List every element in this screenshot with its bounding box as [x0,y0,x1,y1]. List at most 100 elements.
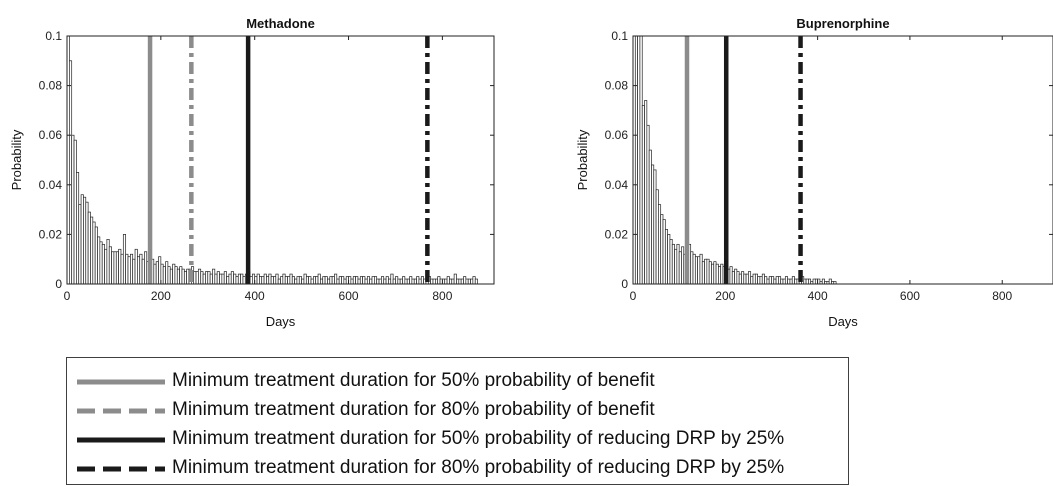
histogram-bar [364,278,368,285]
histogram-bar [369,278,373,285]
histogram-bar [352,276,356,285]
histogram-bar [420,276,424,285]
histogram-bar [176,268,180,285]
plot-area [633,36,1053,284]
histogram-bar [132,258,136,285]
histogram-bar [223,271,227,285]
chart-panel-methadone: 0 0.02 0.04 0.06 0.08 0.1 0 200 400 600 800 Methado… [9,16,495,329]
histogram-bar [399,278,403,285]
histogram-bar [334,273,338,285]
histogram-bar [350,278,354,285]
histogram-bar [357,278,361,285]
legend-label: Minimum treatment duration for 80% proba… [172,457,785,478]
histogram-bar [320,278,324,285]
histogram-bar [315,276,319,285]
axes-box [66,35,495,285]
histogram-bar [139,253,143,285]
plot-area [67,36,494,284]
histogram-bar [207,271,211,285]
histogram-bar [280,276,284,285]
chart-title: Methadone [246,16,315,31]
y-axis-label: Probability [9,129,24,190]
histogram-bar [296,276,300,285]
histogram-bar [266,276,270,285]
y-tick-label: 0.04 [39,178,63,192]
histogram-bar [83,196,87,285]
y-tick-label: 0.1 [45,29,62,43]
histogram-bar [329,276,333,285]
histogram-bar [413,278,417,285]
histogram-bar [277,278,281,285]
y-axis-label: Probability [575,129,590,190]
y-tick-label: 0.08 [39,79,63,93]
histogram-bar [359,276,363,285]
histogram-bar [463,276,467,285]
histogram-bar [71,134,75,285]
x-tick-label: 600 [339,289,359,303]
histogram-bar [242,276,246,285]
histogram-bar [219,273,223,285]
histogram-bar [101,243,105,285]
histogram-bar [259,276,263,285]
histogram-bar [174,266,178,285]
histogram-bar [78,204,82,285]
histogram-bar [467,278,471,285]
histogram-bar [460,278,464,285]
histogram-bar [451,278,455,285]
histogram-bar [432,278,436,285]
histogram-bar [449,278,453,285]
histogram-bar [341,276,345,285]
y-tick-label: 0.04 [605,178,629,192]
histogram-bar [193,271,197,285]
x-tick-label: 0 [630,289,637,303]
x-tick-label: 400 [245,289,265,303]
histogram-bar [411,278,415,285]
figure: 0 0.02 0.04 0.06 0.08 0.1 0 200 400 600 800 Methado… [9,16,1053,329]
histogram-bar [472,276,476,285]
histogram-bar [113,251,117,285]
histogram-bar [216,271,220,285]
histogram-bar [298,276,302,285]
y-tick-label: 0.06 [39,128,63,142]
histogram-bar [444,278,448,285]
histogram-bar [94,226,98,285]
y-tick-label: 0 [55,277,62,291]
histogram-bar [158,256,162,285]
histogram-bar [90,216,94,285]
histogram-bar [235,276,239,285]
histogram-bar [383,278,387,285]
histogram-bar [186,268,190,285]
x-tick-label: 800 [432,289,452,303]
histogram-bar [237,273,241,285]
legend-label: Minimum treatment duration for 50% proba… [172,428,785,449]
y-tick-label: 0.1 [611,29,628,43]
histogram-bar [155,261,159,285]
histogram-bar [127,256,131,285]
chart-title: Buprenorphine [796,16,889,31]
histogram-bar [430,278,434,285]
histogram-bar [310,278,314,285]
histogram-bar [402,276,406,285]
x-tick-label: 0 [64,289,71,303]
axes-box [632,35,1053,285]
legend: Minimum treatment duration for 50% proba… [66,357,849,485]
histogram-bar [388,278,392,285]
x-axis-label: Days [828,314,858,329]
y-tick-label: 0 [621,277,628,291]
histogram-bar [200,271,204,285]
histogram-bar [338,276,342,285]
histogram-bar [390,273,394,285]
histogram-bar [291,276,295,285]
histogram-bar [406,278,410,285]
histogram-bar [76,172,80,285]
y-tick-label: 0.06 [605,128,629,142]
legend-swatch-black-dashed [77,466,165,472]
histogram-bar [371,276,375,285]
x-tick-label: 600 [900,289,920,303]
histogram-bar [106,239,110,285]
legend-swatch-gray-solid [77,379,165,385]
legend-item-80-reducing-drp: Minimum treatment duration for 80% proba… [67,455,847,483]
histogram-bar [85,201,89,285]
x-tick-label: 800 [992,289,1012,303]
histogram-bar [456,278,460,285]
